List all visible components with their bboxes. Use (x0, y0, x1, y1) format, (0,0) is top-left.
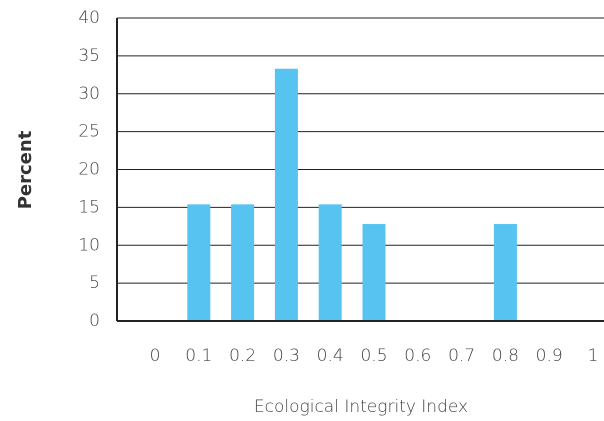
bar (493, 224, 517, 321)
y-tick-label: 0 (89, 311, 100, 331)
y-tick-label: 30 (78, 84, 100, 104)
y-tick-label: 35 (78, 46, 100, 66)
x-tick-label: 0.8 (492, 346, 519, 366)
x-tick-label: 0.2 (229, 346, 256, 366)
bar (231, 204, 255, 321)
x-tick-label: 0.7 (448, 346, 475, 366)
x-tick-label: 1 (588, 346, 599, 366)
bar (187, 204, 211, 321)
x-tick-label: 0.1 (185, 346, 212, 366)
x-axis-title: Ecological Integrity Index (254, 397, 468, 417)
y-tick-label: 20 (78, 160, 100, 180)
y-tick-label: 40 (78, 8, 100, 28)
x-tick-label: 0.9 (536, 346, 563, 366)
y-axis-title: Percent (15, 130, 36, 209)
x-tick-label: 0.6 (404, 346, 431, 366)
x-tick-label: 0 (150, 346, 161, 366)
bar (362, 224, 386, 321)
y-tick-label: 5 (89, 273, 100, 293)
y-tick-label: 15 (78, 197, 100, 217)
bar (274, 68, 298, 321)
y-tick-label: 25 (78, 122, 100, 142)
x-tick-label: 0.3 (273, 346, 300, 366)
x-tick-label: 0.5 (360, 346, 387, 366)
bar (318, 204, 342, 321)
y-tick-label: 10 (78, 235, 100, 255)
x-tick-label: 0.4 (317, 346, 344, 366)
